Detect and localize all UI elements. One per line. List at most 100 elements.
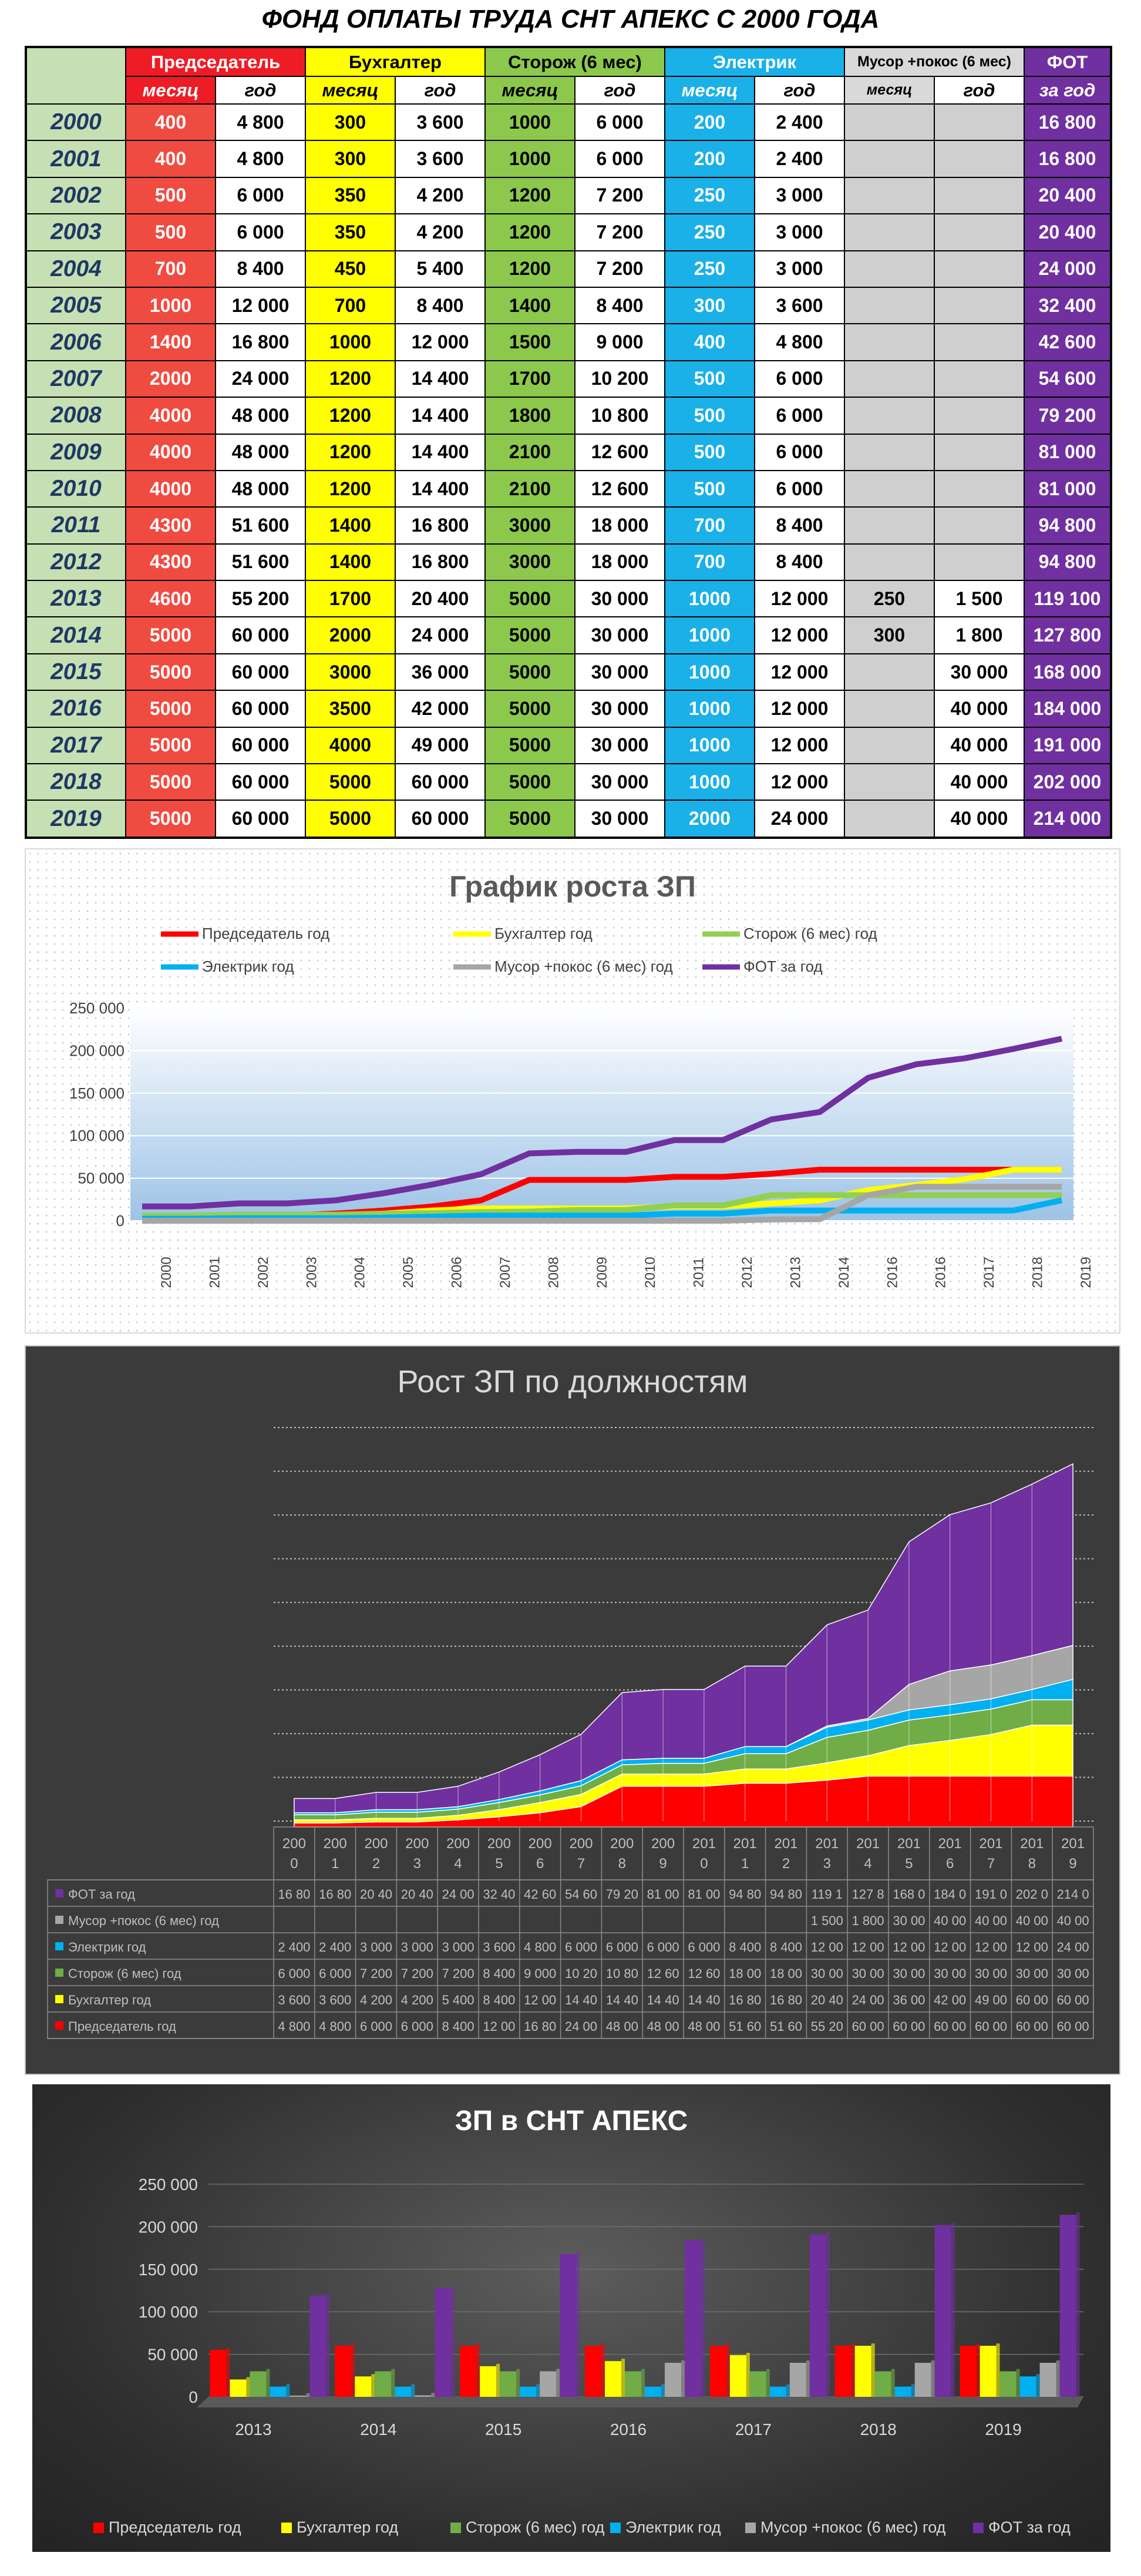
table-cell: 200 — [664, 103, 755, 142]
table-cell: 49 000 — [395, 726, 486, 765]
table-cell — [934, 323, 1025, 361]
table-cell: 4 200 — [395, 176, 486, 215]
table-cell: 6 000 — [754, 469, 845, 508]
data-table-cell: 54 60 — [565, 1887, 597, 1902]
table-cell: 300 — [305, 103, 396, 142]
table-cell: 24 000 — [215, 360, 306, 398]
table-cell: 200 — [664, 140, 755, 178]
table-cell: 5000 — [484, 763, 575, 801]
data-table-cell: 6 000 — [606, 1940, 638, 1954]
year-cell: 2000 — [25, 103, 126, 142]
legend-swatch — [55, 1889, 63, 1897]
table-cell — [844, 250, 935, 288]
data-table-cell: 4 800 — [278, 2019, 310, 2034]
table-cell: 4600 — [125, 580, 216, 618]
data-table-cell: 14 40 — [647, 1993, 679, 2007]
x-tick-label: 2017 — [981, 1257, 997, 1288]
table-cell: 24 000 — [395, 616, 486, 654]
bar-side — [951, 2222, 955, 2397]
data-table-cell: 40 00 — [1057, 1913, 1089, 1928]
y-tick-label: 100 000 — [69, 1127, 124, 1144]
data-table-cell: 3 000 — [401, 1940, 433, 1954]
data-table-cell: 7 200 — [360, 1966, 392, 1981]
table-row: 2008 4000 48 000 1200 14 400 1800 10 800 500 6 0… — [25, 397, 1112, 435]
bar — [500, 2371, 517, 2397]
legend-swatch — [55, 2021, 63, 2030]
bar-side — [726, 2343, 730, 2397]
bar-side — [556, 2369, 560, 2397]
data-table-cell: 14 40 — [565, 1993, 597, 2007]
subheader-month: месяц — [664, 76, 755, 105]
header-garbage: Мусор +покос (6 мес) — [844, 46, 1025, 77]
data-table-cell: 12 60 — [688, 1966, 720, 1981]
data-table-cell: 30 00 — [1057, 1966, 1089, 1981]
table-cell: 8 400 — [574, 286, 665, 325]
table-cell: 3 600 — [395, 140, 486, 178]
x-tick-label: 201 — [979, 1836, 1002, 1852]
x-tick-label: 200 — [405, 1836, 429, 1852]
table-cell: 12 000 — [754, 653, 845, 691]
data-table-cell: 81 00 — [688, 1887, 720, 1902]
data-table-cell: 9 000 — [524, 1966, 556, 1981]
table-cell: 700 — [305, 286, 396, 325]
table-cell: 5000 — [484, 726, 575, 765]
table-cell: 1000 — [305, 323, 396, 361]
table-cell — [934, 506, 1025, 545]
legend-label: Мусор +покос (6 мес) год — [760, 2518, 946, 2536]
table-cell: 1500 — [484, 323, 575, 361]
bar — [789, 2363, 806, 2397]
x-tick-label: 201 — [692, 1836, 716, 1852]
table-cell: 16 800 — [395, 506, 486, 545]
x-tick-label: 4 — [454, 1856, 462, 1872]
bar-side — [621, 2359, 625, 2397]
table-cell: 250 — [664, 250, 755, 288]
x-tick-label: 2018 — [1030, 1257, 1046, 1288]
table-cell: 42 600 — [1024, 323, 1112, 361]
table-cell: 54 600 — [1024, 360, 1112, 398]
table-cell: 30 000 — [574, 580, 665, 618]
table-cell: 8 400 — [754, 506, 845, 545]
bar-side — [451, 2285, 455, 2397]
table-cell — [934, 433, 1025, 471]
bar-side — [826, 2232, 830, 2397]
data-table-cell: 12 00 — [893, 1940, 925, 1954]
data-table-cell: 191 0 — [975, 1887, 1007, 1902]
table-cell — [934, 469, 1025, 508]
table-cell: 30 000 — [574, 616, 665, 654]
data-table-cell: 18 00 — [729, 1966, 761, 1981]
table-cell: 16 800 — [215, 323, 306, 361]
year-cell: 2016 — [25, 690, 126, 728]
subheader-month: месяц — [844, 76, 935, 105]
table-cell: 500 — [664, 360, 755, 398]
data-table-cell: 30 00 — [852, 1966, 884, 1981]
bar-side — [1036, 2374, 1040, 2397]
table-cell: 18 000 — [574, 506, 665, 545]
table-cell: 4000 — [305, 726, 396, 765]
legend-swatch — [55, 1942, 63, 1950]
table-cell: 3 000 — [754, 250, 845, 288]
data-table-cell: 6 000 — [278, 1966, 310, 1981]
table-cell: 1400 — [484, 286, 575, 325]
table-cell: 3 600 — [395, 103, 486, 142]
chart1-title: График роста ЗП — [449, 870, 696, 903]
table-cell: 350 — [305, 213, 396, 251]
year-cell: 2013 — [25, 580, 126, 618]
bar-side — [806, 2360, 810, 2397]
bar-side — [536, 2384, 540, 2397]
bar-side — [681, 2360, 685, 2397]
bar — [1019, 2376, 1036, 2397]
table-cell: 12 000 — [754, 690, 845, 728]
x-tick-label: 200 — [529, 1836, 552, 1852]
table-cell: 14 400 — [395, 433, 486, 471]
table-cell: 40 000 — [934, 690, 1025, 728]
series-line — [142, 1036, 1063, 1210]
bar-side — [996, 2343, 1000, 2397]
table-cell: 8 400 — [754, 543, 845, 582]
legend-swatch — [745, 2523, 756, 2533]
area-chart-panel: Рост ЗП по должностям 200 0 200 1 200 2 200 3 200… — [25, 1345, 1120, 2075]
table-cell: 42 000 — [395, 690, 486, 728]
table-cell: 30 000 — [574, 690, 665, 728]
data-table-cell: 16 80 — [729, 1993, 761, 2007]
table-cell: 30 000 — [934, 653, 1025, 691]
bar — [309, 2295, 327, 2397]
